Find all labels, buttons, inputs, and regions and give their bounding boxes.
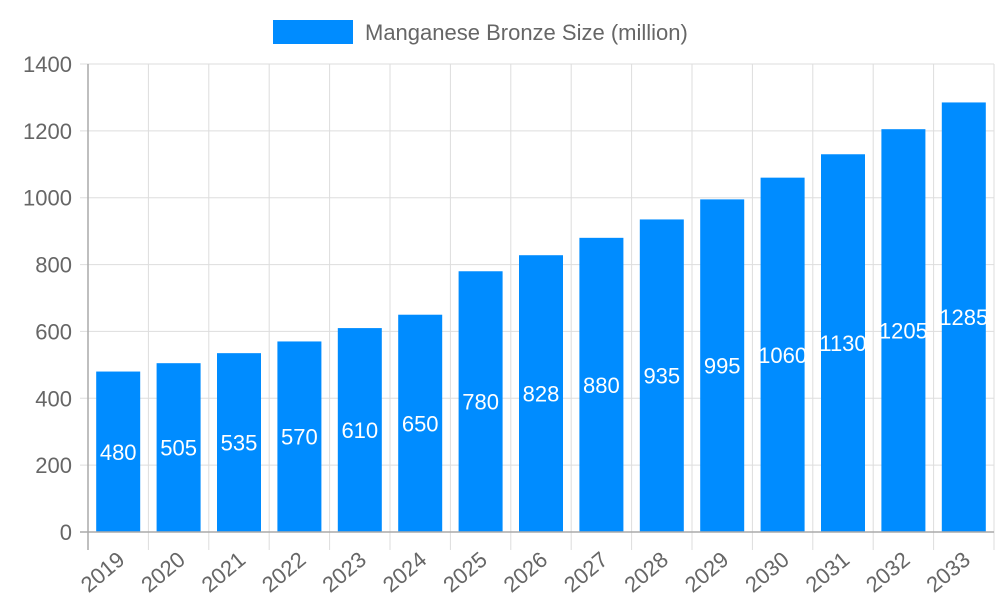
bar xyxy=(337,328,382,532)
bar xyxy=(277,341,322,532)
y-tick-label: 400 xyxy=(35,386,72,411)
bar xyxy=(941,102,986,532)
x-tick-label: 2026 xyxy=(499,547,553,598)
data-label: 650 xyxy=(402,411,439,436)
y-tick-label: 0 xyxy=(60,520,72,545)
y-tick-label: 600 xyxy=(35,319,72,344)
data-label: 1285 xyxy=(939,305,988,330)
x-tick-label: 2030 xyxy=(740,547,794,598)
data-label: 1205 xyxy=(879,319,928,344)
y-tick-label: 800 xyxy=(35,253,72,278)
data-label: 480 xyxy=(100,440,137,465)
bar xyxy=(96,371,141,532)
data-label: 828 xyxy=(523,382,560,407)
y-tick-label: 1400 xyxy=(23,52,72,77)
x-tick-label: 2025 xyxy=(438,547,492,598)
bar xyxy=(519,255,563,532)
bar xyxy=(881,129,926,532)
x-tick-label: 2028 xyxy=(619,547,673,598)
data-label: 535 xyxy=(221,431,258,456)
x-tick-label: 2024 xyxy=(378,547,432,598)
x-tick-label: 2021 xyxy=(197,547,251,598)
data-label: 505 xyxy=(160,436,197,461)
bar xyxy=(217,353,261,532)
bar xyxy=(639,219,684,532)
y-tick-label: 1000 xyxy=(23,186,72,211)
x-tick-label: 2023 xyxy=(317,547,371,598)
data-label: 880 xyxy=(583,373,620,398)
legend-label: Manganese Bronze Size (million) xyxy=(365,20,688,45)
data-label: 570 xyxy=(281,425,318,450)
data-label: 995 xyxy=(704,354,741,379)
data-label: 610 xyxy=(341,418,378,443)
x-tick-label: 2022 xyxy=(257,547,311,598)
x-tick-label: 2020 xyxy=(136,547,190,598)
x-tick-label: 2031 xyxy=(801,547,855,598)
bar xyxy=(700,199,745,532)
bar xyxy=(760,177,805,532)
legend-swatch xyxy=(273,20,353,44)
y-tick-label: 1200 xyxy=(23,119,72,144)
y-tick-label: 200 xyxy=(35,453,72,478)
bar xyxy=(156,363,201,532)
bar xyxy=(821,154,865,532)
bar xyxy=(579,237,624,533)
x-tick-label: 2033 xyxy=(921,547,975,598)
data-label: 935 xyxy=(643,364,680,389)
bar xyxy=(398,314,443,532)
data-label: 780 xyxy=(462,390,499,415)
data-label: 1130 xyxy=(819,331,866,356)
legend[interactable]: Manganese Bronze Size (million) xyxy=(273,20,688,45)
x-tick-label: 2027 xyxy=(559,547,613,598)
bar xyxy=(458,271,503,532)
data-label: 1060 xyxy=(758,343,807,368)
x-tick-label: 2032 xyxy=(861,547,915,598)
x-tick-label: 2019 xyxy=(76,547,130,598)
x-tick-label: 2029 xyxy=(680,547,734,598)
